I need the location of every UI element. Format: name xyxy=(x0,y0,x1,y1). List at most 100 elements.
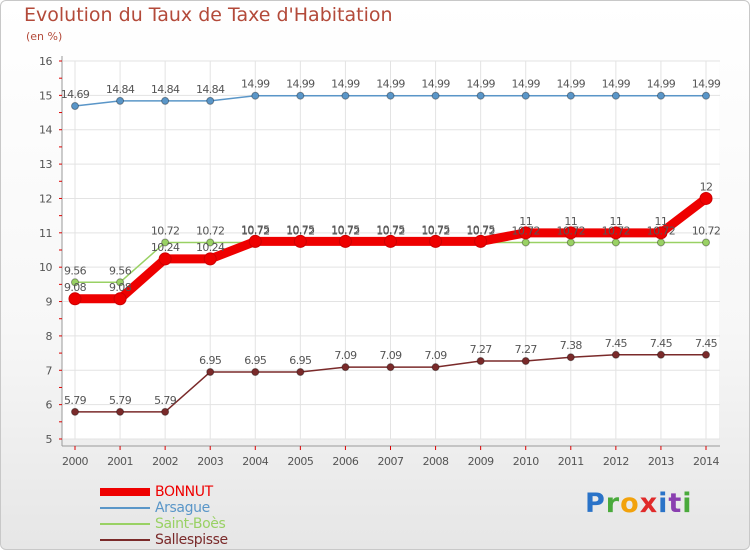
data-point xyxy=(296,91,305,100)
proxiti-logo: Proxiti xyxy=(585,488,693,519)
data-point xyxy=(338,234,352,248)
data-point xyxy=(519,226,533,240)
data-point xyxy=(384,234,397,248)
data-point xyxy=(116,278,125,287)
data-point xyxy=(248,234,262,248)
data-label: 10.24 xyxy=(196,241,225,254)
series-bonnut xyxy=(68,191,713,306)
data-label: 9.08 xyxy=(64,281,87,294)
data-label: 10.75 xyxy=(241,223,270,236)
data-point xyxy=(68,292,82,306)
data-label: 10.72 xyxy=(421,224,450,237)
data-point xyxy=(206,367,215,376)
data-point xyxy=(521,356,530,365)
data-point xyxy=(702,350,710,359)
data-label: 6.95 xyxy=(289,354,312,367)
data-point xyxy=(158,252,172,266)
data-point xyxy=(656,238,665,247)
logo-letter: i xyxy=(658,488,669,519)
data-point xyxy=(116,407,125,416)
data-label: 5.79 xyxy=(154,394,177,407)
data-label: 6.95 xyxy=(199,354,222,367)
data-point xyxy=(71,278,79,287)
logo-letter: i xyxy=(682,488,693,519)
y-tick-label: 10 xyxy=(39,261,52,274)
x-tick-label: 2009 xyxy=(468,455,494,468)
data-point xyxy=(161,407,170,416)
y-tick-label: 15 xyxy=(39,89,52,102)
data-label: 7.27 xyxy=(515,343,538,356)
data-label: 10.72 xyxy=(331,224,360,237)
x-tick-label: 2005 xyxy=(287,455,313,468)
data-point xyxy=(206,238,215,247)
data-label: 11 xyxy=(564,215,577,228)
legend-swatch xyxy=(100,507,150,509)
x-tick-label: 2006 xyxy=(332,455,358,468)
y-tick-label: 13 xyxy=(39,158,52,171)
data-label: 10.72 xyxy=(151,224,180,237)
data-label: 10.72 xyxy=(241,224,270,237)
data-label: 10.75 xyxy=(466,223,495,236)
data-point xyxy=(161,238,170,247)
data-label: 14.84 xyxy=(196,83,225,96)
data-label: 7.27 xyxy=(470,343,493,356)
data-point xyxy=(566,238,575,247)
data-label: 10.72 xyxy=(557,224,586,237)
data-label: 10.72 xyxy=(466,224,495,237)
data-point xyxy=(71,102,79,111)
data-label: 10.75 xyxy=(331,223,360,236)
series-sallespisse xyxy=(71,350,710,416)
data-label: 14.99 xyxy=(511,78,540,91)
data-point xyxy=(429,234,443,248)
data-label: 10.72 xyxy=(196,224,225,237)
data-point xyxy=(206,96,215,105)
data-label: 7.09 xyxy=(425,349,448,362)
data-label: 14.99 xyxy=(421,78,450,91)
data-point xyxy=(611,91,620,100)
data-label: 14.99 xyxy=(647,78,676,91)
data-label: 14.99 xyxy=(692,78,721,91)
logo-letter: o xyxy=(620,488,640,519)
data-label: 5.79 xyxy=(64,394,87,407)
data-point xyxy=(293,234,307,248)
data-point xyxy=(702,238,710,247)
data-point xyxy=(203,252,217,266)
data-label: 14.99 xyxy=(602,78,631,91)
data-label: 7.45 xyxy=(605,337,628,350)
data-point xyxy=(476,91,485,100)
data-label: 5.79 xyxy=(109,394,132,407)
chart-subtitle: (en %) xyxy=(26,30,63,43)
data-label: 14.99 xyxy=(331,78,360,91)
data-point xyxy=(386,91,395,100)
logo-letter: t xyxy=(668,488,683,519)
data-point xyxy=(654,226,668,240)
legend-swatch xyxy=(100,539,150,541)
data-label: 14.99 xyxy=(376,78,405,91)
x-tick-label: 2003 xyxy=(197,455,223,468)
data-label: 10.72 xyxy=(647,224,676,237)
legend-label: Saint-Boès xyxy=(155,516,226,532)
y-tick-label: 9 xyxy=(46,296,53,309)
data-label: 7.09 xyxy=(334,349,357,362)
data-label: 10.72 xyxy=(602,224,631,237)
data-label: 14.99 xyxy=(466,78,495,91)
data-label: 14.99 xyxy=(286,78,315,91)
data-point xyxy=(566,91,575,100)
x-tick-label: 2004 xyxy=(242,455,268,468)
data-point xyxy=(296,367,305,376)
data-label: 14.69 xyxy=(61,88,90,101)
data-point xyxy=(431,91,440,100)
data-point xyxy=(431,363,440,372)
data-point xyxy=(699,191,713,205)
data-label: 9.08 xyxy=(109,281,132,294)
legend-swatch xyxy=(100,523,150,525)
x-tick-label: 2007 xyxy=(378,455,404,468)
y-tick-label: 12 xyxy=(39,192,52,205)
x-tick-label: 2001 xyxy=(107,455,133,468)
series-arsague xyxy=(71,91,710,111)
y-tick-label: 16 xyxy=(39,55,52,68)
data-point xyxy=(609,226,623,240)
data-point xyxy=(71,407,79,416)
y-tick-label: 7 xyxy=(46,364,53,377)
data-label: 10.75 xyxy=(376,223,405,236)
